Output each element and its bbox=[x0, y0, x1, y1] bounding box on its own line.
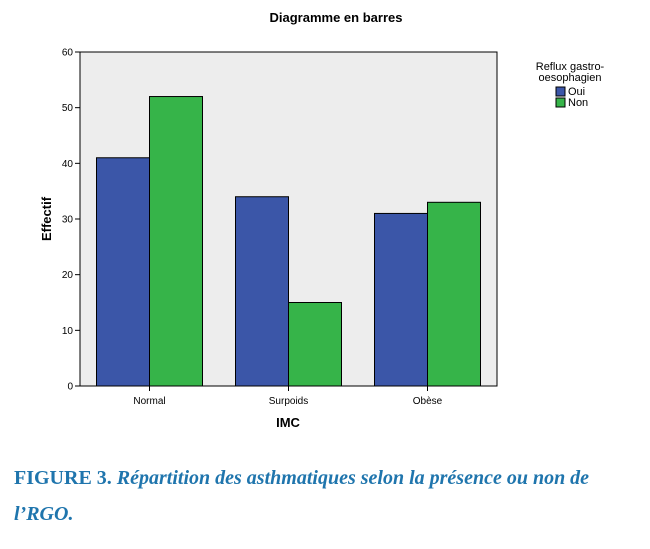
y-tick-label: 10 bbox=[62, 326, 74, 337]
figure-caption: FIGURE 3. Répartition des asthmatiques s… bbox=[14, 460, 638, 532]
bar-non-1 bbox=[149, 96, 203, 387]
legend-title: oesophagien bbox=[538, 72, 601, 84]
bar-oui-3 bbox=[374, 212, 428, 387]
y-tick-label: 30 bbox=[62, 215, 74, 226]
bar-non-2 bbox=[288, 302, 342, 387]
y-tick-label: 0 bbox=[67, 382, 73, 393]
x-tick-label: Obèse bbox=[413, 396, 443, 407]
x-tick-label: Normal bbox=[133, 396, 165, 407]
bars-group bbox=[96, 96, 481, 387]
x-axis-title: IMC bbox=[276, 415, 300, 430]
legend-swatch-non bbox=[555, 97, 566, 108]
y-tick-label: 50 bbox=[62, 103, 74, 114]
y-axis-title: Effectif bbox=[39, 196, 54, 241]
x-tick-label: Surpoids bbox=[269, 396, 308, 407]
chart-title: Diagramme en barres bbox=[270, 10, 403, 25]
x-axis: Normal Surpoids Obèse bbox=[80, 385, 497, 407]
bar-oui-1 bbox=[96, 157, 150, 387]
caption-text: Répartition des asthmatiques selon la pr… bbox=[14, 467, 590, 525]
legend-title: Reflux gastro- bbox=[536, 61, 605, 73]
bar-chart: Diagramme en barres 0 10 20 30 40 50 60 Normal… bbox=[39, 10, 605, 430]
legend-label-non: Non bbox=[568, 97, 588, 109]
bar-non-3 bbox=[427, 201, 481, 387]
y-tick-label: 20 bbox=[62, 270, 74, 281]
y-tick-label: 40 bbox=[62, 159, 74, 170]
legend-label-oui: Oui bbox=[568, 86, 585, 98]
y-tick-label: 60 bbox=[62, 48, 74, 59]
bar-oui-2 bbox=[235, 196, 289, 387]
y-axis: 0 10 20 30 40 50 60 bbox=[62, 48, 81, 393]
caption-label: FIGURE 3. bbox=[14, 467, 112, 489]
legend-swatch-oui bbox=[555, 86, 566, 97]
